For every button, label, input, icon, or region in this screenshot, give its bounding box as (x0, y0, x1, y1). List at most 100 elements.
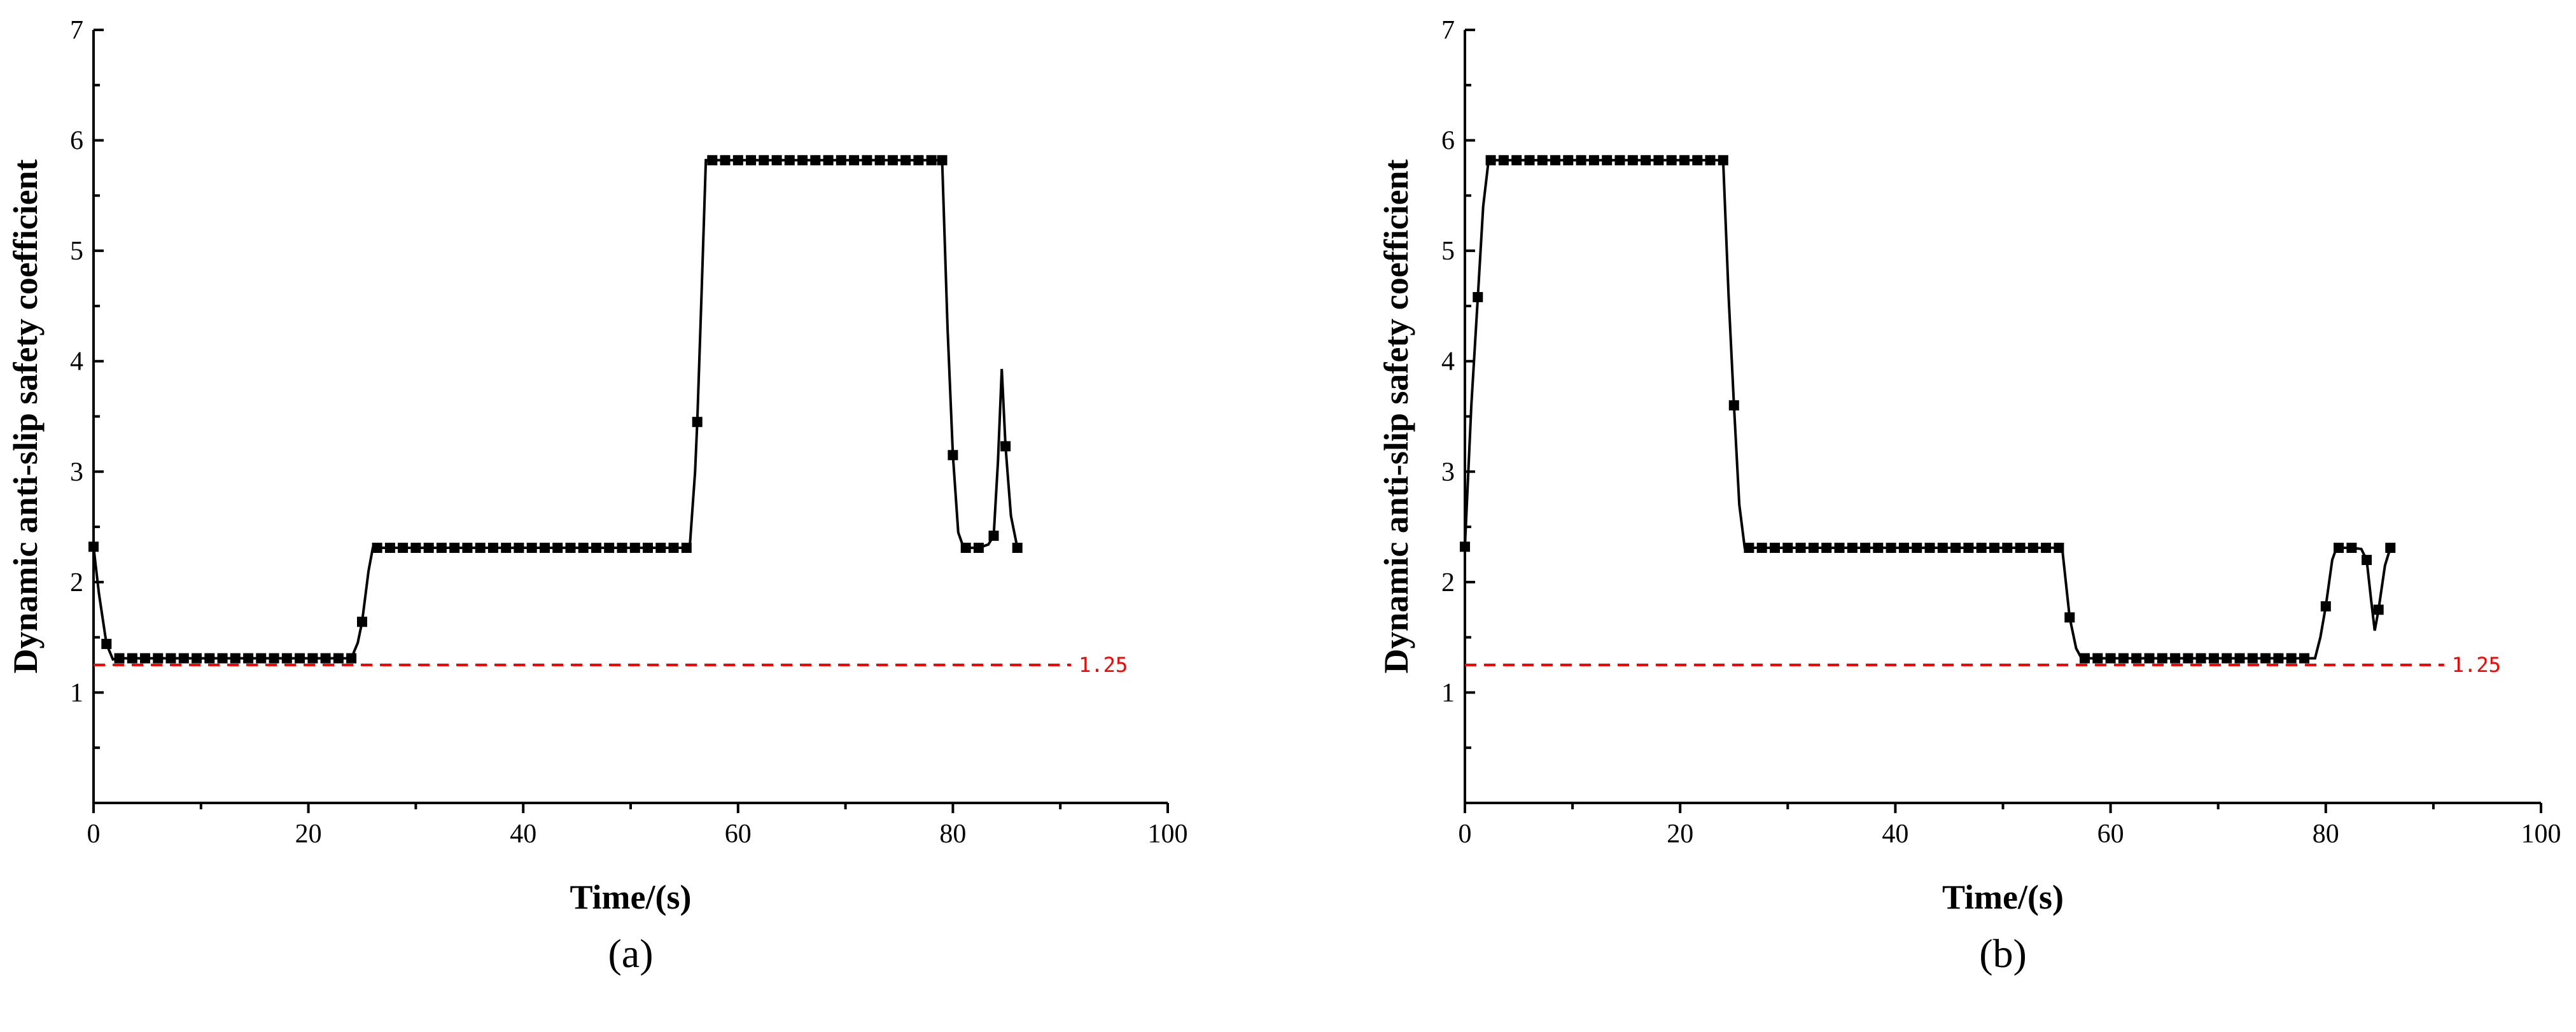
data-point-marker (1588, 155, 1599, 165)
data-point-marker (1498, 155, 1509, 165)
data-point-marker (1834, 543, 1845, 553)
data-point-marker (643, 543, 653, 553)
data-point-marker (1898, 543, 1909, 553)
data-point-marker (2234, 653, 2245, 664)
data-point-marker (1537, 155, 1548, 165)
data-point-marker (2320, 601, 2331, 611)
data-point-marker (2027, 543, 2038, 553)
y-tick-label: 3 (70, 457, 83, 487)
data-point-marker (948, 450, 958, 461)
x-tick-label: 40 (510, 819, 536, 849)
data-point-marker (1821, 543, 1832, 553)
x-tick-label: 100 (2521, 819, 2561, 849)
data-point-marker (1795, 543, 1806, 553)
x-tick-label: 0 (87, 819, 101, 849)
data-point-marker (1847, 543, 1858, 553)
y-tick-label: 1 (1441, 678, 1455, 708)
data-point-marker (1963, 543, 1974, 553)
data-point-marker (1602, 155, 1613, 165)
data-point-marker (410, 543, 421, 553)
data-point-marker (1576, 155, 1586, 165)
data-point-marker (784, 155, 795, 165)
data-point-marker (514, 543, 524, 553)
data-point-marker (1666, 155, 1677, 165)
data-point-marker (887, 155, 898, 165)
data-point-marker (243, 653, 254, 664)
data-point-marker (913, 155, 924, 165)
data-point-marker (937, 155, 948, 165)
data-point-marker (2105, 653, 2116, 664)
y-tick-label: 1 (70, 678, 83, 708)
data-point-marker (823, 155, 834, 165)
data-point-marker (1012, 543, 1023, 553)
x-tick-label: 60 (725, 819, 752, 849)
panel-label: (b) (1979, 931, 2027, 976)
data-point-marker (165, 653, 176, 664)
y-tick-label: 2 (1441, 568, 1455, 597)
chart-panel-a: 0 20 40 60 80 100 1 2 3 4 5 6 7 1.25 Time/(s) Dynamic a… (6, 16, 1188, 976)
data-point-marker (127, 653, 137, 664)
data-point-marker (2183, 653, 2194, 664)
data-point-marker (2015, 543, 2026, 553)
reference-line-label: 1.25 (1079, 653, 1128, 677)
data-point-marker (540, 543, 550, 553)
data-point-marker (1550, 155, 1560, 165)
data-point-marker (732, 155, 743, 165)
data-point-marker (346, 653, 357, 664)
data-point-marker (1912, 543, 1922, 553)
data-point-marker (2092, 653, 2103, 664)
data-point-marker (1976, 543, 1987, 553)
y-tick-label: 6 (1441, 127, 1455, 156)
data-point-marker (204, 653, 215, 664)
data-point-marker (423, 543, 434, 553)
data-point-marker (862, 155, 872, 165)
data-point-marker (384, 543, 395, 553)
data-point-marker (565, 543, 576, 553)
x-tick-label: 100 (1148, 819, 1188, 849)
data-point-marker (2260, 653, 2271, 664)
data-point-marker (926, 155, 937, 165)
data-point-marker (578, 543, 589, 553)
x-tick-label: 80 (939, 819, 966, 849)
data-point-marker (2195, 653, 2206, 664)
x-tick-label: 0 (1459, 819, 1472, 849)
data-point-marker (2247, 653, 2258, 664)
data-point-marker (552, 543, 563, 553)
data-point-marker (2144, 653, 2155, 664)
data-point-marker (269, 653, 279, 664)
data-point-marker (1000, 441, 1011, 452)
data-point-marker (1705, 155, 1716, 165)
data-point-marker (2041, 543, 2052, 553)
x-axis-title: Time/(s) (570, 878, 692, 916)
y-tick-label: 4 (70, 347, 83, 377)
data-point-marker (1718, 155, 1728, 165)
data-point-marker (836, 155, 846, 165)
y-tick-label: 6 (70, 127, 83, 156)
data-point-marker (1614, 155, 1625, 165)
data-point-marker (372, 543, 382, 553)
data-point-marker (2208, 653, 2219, 664)
data-point-marker (797, 155, 808, 165)
data-point-marker (849, 155, 860, 165)
data-point-marker (874, 155, 885, 165)
data-point-marker (668, 543, 679, 553)
series-line (1464, 158, 2392, 660)
x-axis-title: Time/(s) (1942, 878, 2064, 916)
y-tick-label: 3 (1441, 457, 1455, 487)
data-point-marker (617, 543, 627, 553)
data-point-marker (2064, 612, 2075, 623)
data-point-marker (256, 653, 267, 664)
data-point-marker (960, 543, 971, 553)
data-point-marker (101, 639, 112, 650)
data-point-marker (2131, 653, 2142, 664)
data-point-marker (230, 653, 241, 664)
data-point-marker (2054, 543, 2064, 553)
data-point-marker (2334, 543, 2344, 553)
data-point-marker (681, 543, 692, 553)
data-point-marker (1473, 292, 1483, 302)
data-point-marker (2385, 543, 2396, 553)
data-point-marker (771, 155, 782, 165)
data-point-marker (295, 653, 305, 664)
data-point-marker (1950, 543, 1961, 553)
